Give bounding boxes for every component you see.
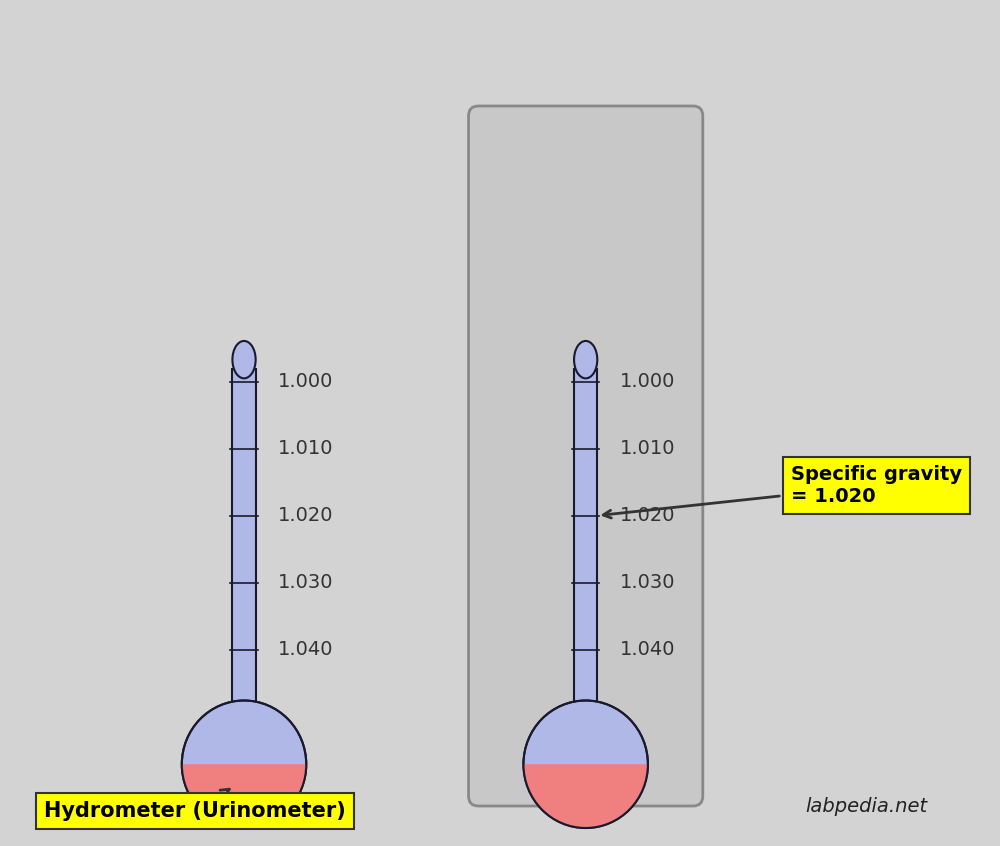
Text: 1.020: 1.020 xyxy=(620,506,675,525)
Text: 1.030: 1.030 xyxy=(620,573,675,592)
FancyBboxPatch shape xyxy=(469,106,703,806)
Text: 1.020: 1.020 xyxy=(278,506,334,525)
Text: 1.000: 1.000 xyxy=(278,372,334,391)
Text: labpedia.net: labpedia.net xyxy=(805,797,927,816)
Text: 1.040: 1.040 xyxy=(620,640,675,659)
Text: 1.010: 1.010 xyxy=(278,439,334,459)
Circle shape xyxy=(182,700,306,828)
Text: Specific gravity
= 1.020: Specific gravity = 1.020 xyxy=(603,465,962,518)
Polygon shape xyxy=(182,764,306,828)
Text: Hydrometer (Urinometer): Hydrometer (Urinometer) xyxy=(44,789,346,821)
Text: 1.030: 1.030 xyxy=(278,573,334,592)
Text: 1.000: 1.000 xyxy=(620,372,675,391)
Text: Urine: Urine xyxy=(560,751,612,771)
Circle shape xyxy=(523,700,648,828)
Text: 1.010: 1.010 xyxy=(620,439,675,459)
Polygon shape xyxy=(574,369,597,720)
Ellipse shape xyxy=(232,341,256,378)
Text: 1.040: 1.040 xyxy=(278,640,334,659)
Polygon shape xyxy=(232,369,256,720)
Ellipse shape xyxy=(574,341,597,378)
Polygon shape xyxy=(523,764,648,828)
